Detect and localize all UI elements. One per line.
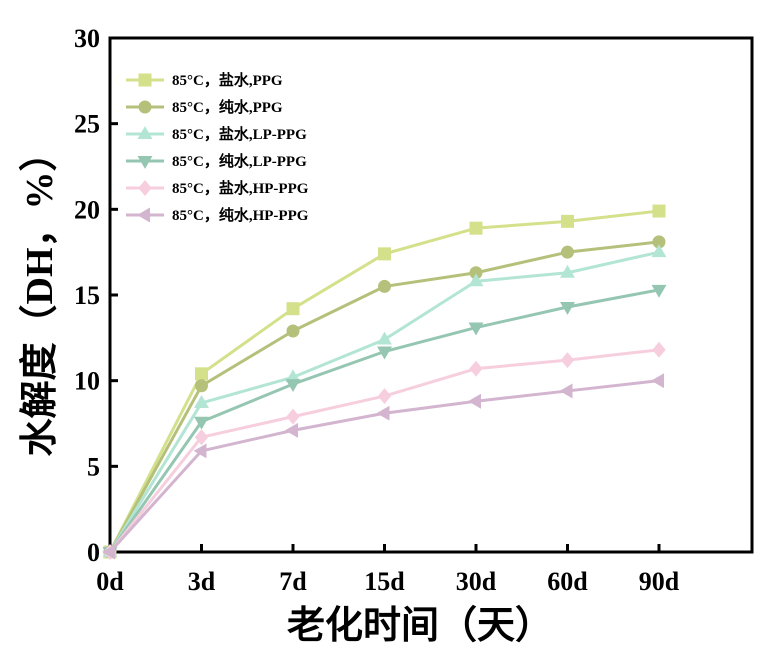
series-layer [102,204,667,560]
data-point [560,352,575,369]
legend-item: 85°C，纯水,LP-PPG [126,152,307,170]
data-point [560,301,575,315]
x-tick-label: 30d [456,567,497,596]
legend-label: 85°C，纯水,LP-PPG [172,152,307,170]
data-point [194,395,209,408]
series-line [108,379,660,554]
series-line [108,348,660,553]
data-point [194,429,209,446]
legend-marker [138,100,152,114]
legend-label: 85°C，盐水,HP-PPG [172,179,309,197]
legend: 85°C，盐水,PPG 85°C，纯水,PPG 85°C，盐水,LP-PPG 85°C… [126,71,309,224]
x-tick-label: 0d [96,567,124,596]
data-point [469,221,483,235]
y-tick-label: 15 [74,281,100,310]
series-line [108,288,660,553]
y-axis-title: 水解度（DH，%） [19,133,61,456]
y-tick-label: 0 [87,538,100,567]
series-5 [103,341,666,560]
x-tick-label: 7d [279,567,307,596]
data-point [469,360,483,377]
data-point [286,302,300,316]
legend-marker [137,207,150,223]
data-point [468,273,484,287]
series-4 [102,284,667,560]
legend-label: 85°C，盐水,PPG [172,71,283,89]
data-point [378,279,391,293]
data-point [651,244,667,258]
legend-marker [138,180,152,196]
data-point [378,247,391,261]
y-tick-label: 25 [74,110,100,139]
legend-item: 85°C，盐水,PPG [126,71,283,89]
legend-item: 85°C，盐水,HP-PPG [126,179,309,197]
y-tick-label: 20 [74,195,100,224]
series-line [108,209,660,553]
data-point [376,405,390,421]
data-point [468,393,481,409]
data-point [194,416,209,430]
legend-item: 85°C，纯水,PPG [126,98,283,116]
legend-marker [137,126,153,139]
data-point [468,322,484,336]
legend-label: 85°C，纯水,PPG [172,98,283,116]
x-tick-label: 90d [639,567,680,596]
y-tick-label: 5 [87,452,100,481]
x-axis-title: 老化时间（天） [287,605,553,647]
legend-item: 85°C，纯水,HP-PPG [126,206,309,224]
legend-label: 85°C，盐水,LP-PPG [172,125,307,143]
data-point [561,245,574,259]
data-point [193,443,207,459]
x-tick-label: 15d [364,567,405,596]
y-tick-label: 30 [74,24,100,53]
legend-item: 85°C，盐水,LP-PPG [126,125,307,143]
data-point [652,204,666,218]
data-point [377,346,392,360]
data-point [286,408,300,425]
data-point [377,388,392,405]
series-1 [103,204,666,559]
data-point [651,373,664,389]
x-tick-label: 3d [188,567,216,596]
data-point [102,544,115,560]
series-6 [102,373,664,560]
x-axis-ticks: 0d 3d 7d 15d 30d 60d 90d [96,544,680,596]
data-point [285,422,298,438]
data-point [559,383,573,399]
legend-label: 85°C，纯水,HP-PPG [172,206,309,224]
x-tick-label: 60d [547,567,588,596]
y-tick-label: 10 [74,367,100,396]
data-point [195,367,208,381]
y-axis-ticks: 0 5 10 15 20 25 30 [74,24,118,567]
data-point [377,331,392,345]
data-point [286,324,300,338]
data-point [560,264,575,278]
legend-marker [138,73,152,87]
series-3 [102,244,667,557]
legend-marker [137,156,153,169]
data-point [561,214,574,228]
data-point [652,341,666,358]
data-point [651,284,667,298]
data-point [285,379,301,392]
data-point [195,379,208,393]
